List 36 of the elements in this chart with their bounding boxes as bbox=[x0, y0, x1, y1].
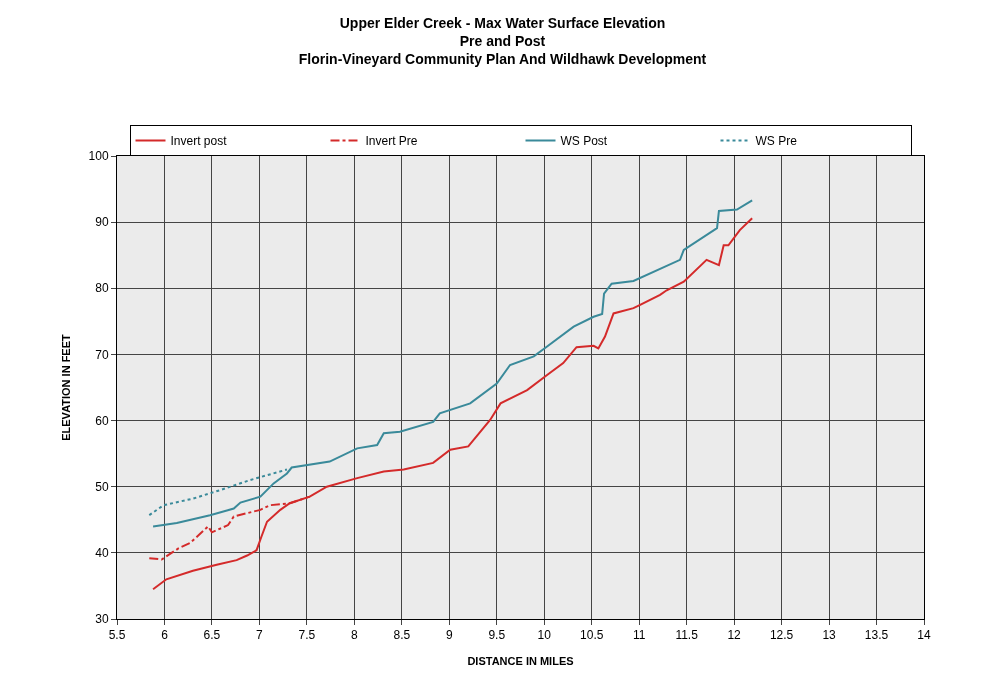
line-series bbox=[152, 217, 754, 591]
legend-label: Invert post bbox=[170, 134, 228, 149]
y-axis-title: ELEVATION IN FEET bbox=[60, 333, 73, 441]
x-tick-label: 6.5 bbox=[203, 628, 221, 643]
x-tick-label: 7.5 bbox=[298, 628, 316, 643]
legend-label: Invert Pre bbox=[365, 134, 418, 149]
y-tick-label: 100 bbox=[88, 149, 109, 164]
legend-label: WS Pre bbox=[755, 134, 798, 149]
x-tick-label: 10.5 bbox=[580, 628, 604, 643]
x-tick-label: 13 bbox=[822, 628, 837, 643]
chart-subtitle: Pre and Post Florin-Vineyard Community Plan And Wildhawk Development bbox=[298, 33, 707, 68]
legend-label: WS Post bbox=[560, 134, 608, 149]
x-tick-label: 9.5 bbox=[488, 628, 506, 643]
y-tick-label: 30 bbox=[95, 612, 109, 627]
x-tick-label: 8 bbox=[351, 628, 359, 643]
y-tick-label: 80 bbox=[95, 281, 109, 296]
chart-title: Upper Elder Creek - Max Water Surface Elevation bbox=[339, 14, 666, 31]
x-tick-label: 8.5 bbox=[393, 628, 411, 643]
x-tick-label: 9 bbox=[445, 628, 453, 643]
x-tick-label: 7 bbox=[256, 628, 264, 643]
x-tick-label: 12.5 bbox=[769, 628, 794, 643]
x-tick-label: 13.5 bbox=[864, 628, 889, 643]
x-tick-label: 12 bbox=[727, 628, 742, 643]
y-tick-label: 50 bbox=[95, 479, 109, 494]
x-tick-label: 10 bbox=[537, 628, 552, 643]
x-tick-label: 14 bbox=[917, 628, 931, 643]
y-tick-label: 70 bbox=[95, 347, 109, 362]
y-tick-label: 40 bbox=[95, 546, 109, 561]
line-series bbox=[152, 199, 754, 528]
x-tick-label: 5.5 bbox=[108, 628, 126, 643]
y-tick-label: 90 bbox=[95, 215, 109, 230]
y-tick-label: 60 bbox=[95, 413, 109, 428]
x-tick-label: 6 bbox=[161, 628, 169, 643]
x-tick-label: 11 bbox=[632, 628, 646, 643]
x-axis-title: DISTANCE IN MILES bbox=[467, 654, 574, 667]
x-tick-label: 11.5 bbox=[675, 628, 699, 643]
